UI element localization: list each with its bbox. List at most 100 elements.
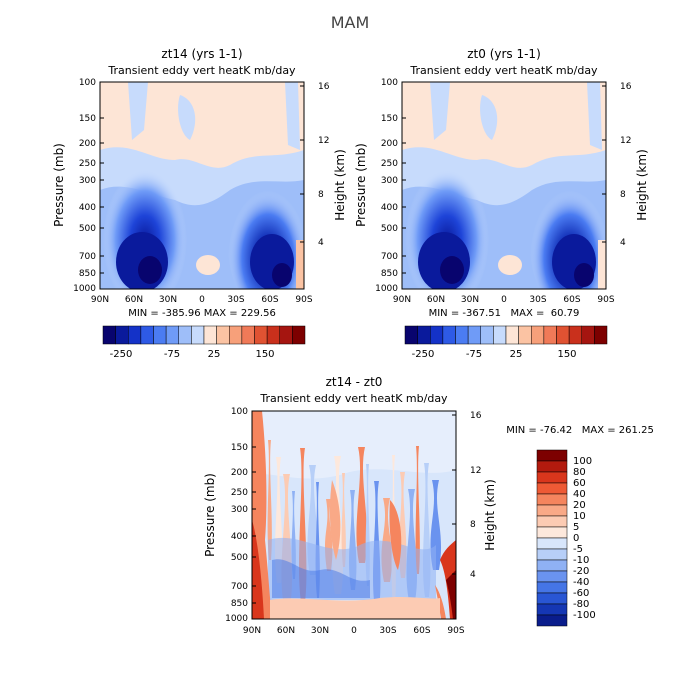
svg-text:8: 8 <box>620 190 626 200</box>
svg-text:150: 150 <box>231 443 248 453</box>
colorbar-label: 10 <box>573 511 586 522</box>
min-max-stats: MIN = -76.42 MAX = 261.25 <box>506 425 654 436</box>
colorbar-swatch <box>594 325 608 345</box>
colorbar-swatch <box>153 325 167 345</box>
colorbar-swatch <box>417 325 431 345</box>
svg-text:150: 150 <box>557 349 576 360</box>
svg-text:8: 8 <box>318 190 324 200</box>
panel-title: zt0 (yrs 1-1) <box>467 47 541 61</box>
y-axis-right-label: Height (km) <box>333 149 347 220</box>
colorbar-swatch <box>241 325 255 345</box>
svg-text:400: 400 <box>231 532 248 542</box>
svg-text:30S: 30S <box>379 626 396 636</box>
svg-text:90N: 90N <box>243 626 261 636</box>
colorbar-swatch <box>536 493 568 506</box>
svg-text:-250: -250 <box>412 349 435 360</box>
colorbar-swatch <box>102 325 116 345</box>
svg-text:0: 0 <box>199 295 205 305</box>
panel-zt14: zt14 (yrs 1-1) Transient eddy vert heatK… <box>52 47 347 360</box>
contour-streak <box>341 473 346 567</box>
svg-text:4: 4 <box>470 570 476 580</box>
svg-text:4: 4 <box>318 238 324 248</box>
y-axis-left: 100 150 200 250 300 400 500 700 850 1000 <box>73 78 96 294</box>
colorbar-swatch <box>536 504 568 517</box>
svg-text:850: 850 <box>381 269 398 279</box>
panel-difference: zt14 - zt0 Transient eddy vert heatK mb/… <box>203 375 654 636</box>
svg-text:100: 100 <box>79 78 96 88</box>
colorbar-swatch <box>536 614 568 627</box>
colorbar-swatch <box>404 325 418 345</box>
colorbar-label: 20 <box>573 500 586 511</box>
svg-text:60S: 60S <box>261 295 278 305</box>
colorbar-label: -80 <box>573 599 589 610</box>
colorbar-swatch <box>254 325 268 345</box>
plot-frame <box>401 81 607 290</box>
svg-text:150: 150 <box>255 349 274 360</box>
svg-text:500: 500 <box>79 224 96 234</box>
svg-text:850: 850 <box>231 599 248 609</box>
contour-field <box>100 82 304 289</box>
svg-text:700: 700 <box>79 252 96 262</box>
colorbar-swatch <box>536 592 568 605</box>
colorbar-swatch <box>178 325 192 345</box>
colorbar-swatch <box>140 325 154 345</box>
svg-text:30N: 30N <box>159 295 177 305</box>
colorbar-swatch <box>165 325 179 345</box>
y-axis-left: 100 150 200 250 300 400 500 700 850 1000 <box>225 407 248 624</box>
svg-text:60S: 60S <box>413 626 430 636</box>
svg-text:1000: 1000 <box>73 284 96 294</box>
plot-frame <box>251 410 457 620</box>
colorbar-label: 80 <box>573 467 586 478</box>
colorbar-swatch <box>536 449 568 462</box>
colorbar-label: -40 <box>573 577 589 588</box>
y-axis-right-label: Height (km) <box>483 479 497 550</box>
svg-text:25: 25 <box>510 349 523 360</box>
colorbar-swatch <box>203 325 217 345</box>
colorbar-swatch <box>536 482 568 495</box>
y-axis-ticks <box>252 414 456 604</box>
colorbar-swatch <box>430 325 444 345</box>
colorbar-label: -20 <box>573 566 589 577</box>
colorbar-swatch <box>505 325 519 345</box>
colorbar-swatch <box>556 325 570 345</box>
contour-streak <box>415 446 420 574</box>
colorbar <box>404 325 608 345</box>
svg-text:200: 200 <box>79 139 96 149</box>
colorbar-label: -10 <box>573 555 589 566</box>
svg-text:100: 100 <box>231 407 248 417</box>
svg-text:16: 16 <box>620 82 632 92</box>
colorbar-swatch <box>115 325 129 345</box>
svg-text:60S: 60S <box>563 295 580 305</box>
svg-text:250: 250 <box>381 159 398 169</box>
x-axis: 90N 60N 30N 0 30S 60S 90S <box>393 295 615 305</box>
svg-text:1000: 1000 <box>225 614 248 624</box>
colorbar-labels: -250 -75 25 150 <box>110 349 275 360</box>
svg-text:60N: 60N <box>427 295 445 305</box>
svg-text:500: 500 <box>231 553 248 563</box>
svg-text:60N: 60N <box>125 295 143 305</box>
colorbar-swatch <box>266 325 280 345</box>
svg-text:850: 850 <box>79 269 96 279</box>
contour-streak <box>267 440 272 560</box>
colorbar-swatch <box>531 325 545 345</box>
svg-text:300: 300 <box>231 505 248 515</box>
svg-text:150: 150 <box>79 114 96 124</box>
min-max-stats: MIN = -367.51 MAX = 60.79 <box>429 308 580 319</box>
svg-text:90N: 90N <box>393 295 411 305</box>
colorbar-swatch <box>493 325 507 345</box>
svg-text:30S: 30S <box>529 295 546 305</box>
y-axis-ticks <box>402 81 606 274</box>
colorbar-labels: -250 -75 25 150 <box>412 349 577 360</box>
y-axis-left: 100 150 200 250 300 400 500 700 850 1000 <box>375 78 398 294</box>
colorbar-swatch <box>442 325 456 345</box>
svg-text:700: 700 <box>381 252 398 262</box>
colorbar-swatch <box>279 325 293 345</box>
contour-region <box>329 480 341 560</box>
colorbar-label: 5 <box>573 522 579 533</box>
colorbar-label: 0 <box>573 533 579 544</box>
svg-text:30N: 30N <box>311 626 329 636</box>
svg-text:60N: 60N <box>277 626 295 636</box>
svg-text:400: 400 <box>79 203 96 213</box>
